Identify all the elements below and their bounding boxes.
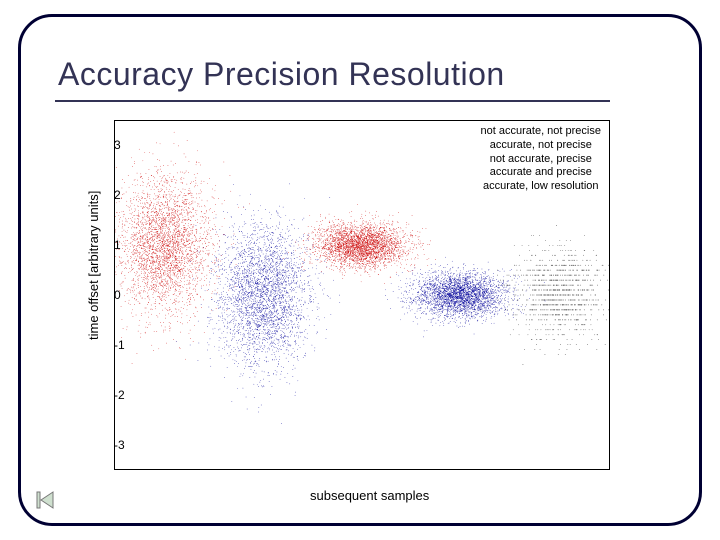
- skip-back-icon[interactable]: [36, 490, 56, 510]
- legend-item: not accurate, precise: [481, 153, 601, 167]
- cluster-accurate-low-resolution: [480, 225, 609, 365]
- cluster-not-accurate-precise: [283, 204, 436, 284]
- cluster-accurate-and-precise: [385, 257, 545, 337]
- legend-item: accurate and precise: [481, 166, 601, 180]
- legend-item: not accurate, not precise: [481, 125, 601, 139]
- chart-container: not accurate, not precise accurate, not …: [100, 120, 610, 470]
- legend-item: accurate, low resolution: [481, 180, 601, 194]
- chart-legend: not accurate, not precise accurate, not …: [481, 125, 601, 194]
- scatter-plot: not accurate, not precise accurate, not …: [114, 120, 610, 470]
- cluster-accurate-not-precise: [176, 184, 340, 424]
- page-title: Accuracy Precision Resolution: [58, 56, 505, 93]
- y-axis-label: time offset [arbitrary units]: [86, 191, 101, 340]
- title-underline: [55, 100, 610, 102]
- x-axis-label: subsequent samples: [310, 488, 429, 503]
- legend-item: accurate, not precise: [481, 139, 601, 153]
